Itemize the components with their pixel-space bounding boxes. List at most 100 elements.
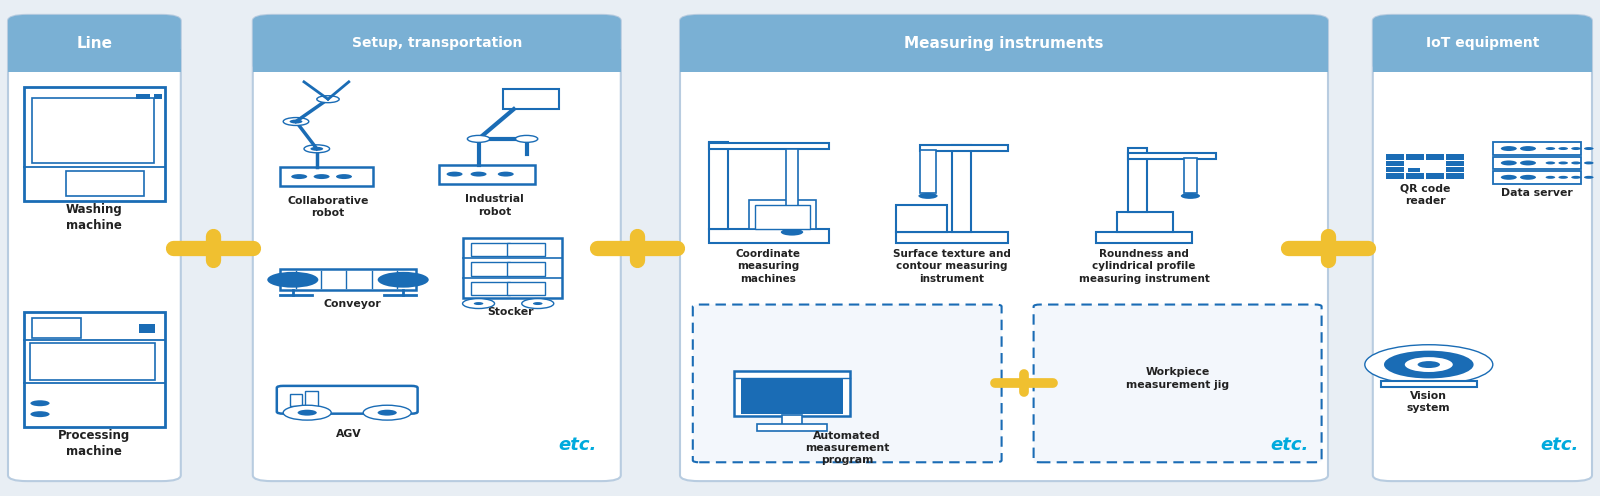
Bar [709,229,829,243]
FancyBboxPatch shape [277,386,418,414]
Bar [1381,381,1477,387]
Circle shape [1558,162,1568,165]
Circle shape [522,299,554,309]
Bar [24,312,165,427]
Text: Collaborative
robot: Collaborative robot [288,196,368,218]
Circle shape [1584,176,1594,179]
Bar [8,49,181,72]
Circle shape [1584,147,1594,150]
Text: IoT equipment: IoT equipment [1426,36,1539,51]
Bar [1386,173,1403,179]
Bar [280,167,373,186]
Circle shape [515,135,538,142]
Text: Industrial
robot: Industrial robot [466,194,523,217]
Circle shape [470,172,486,177]
Circle shape [1501,161,1517,166]
Bar [438,165,534,184]
Bar [1426,154,1443,160]
Bar [1493,142,1581,155]
Bar [66,171,144,196]
Circle shape [1365,345,1493,384]
Bar [741,379,843,414]
Bar [470,282,510,295]
FancyBboxPatch shape [8,15,181,481]
Circle shape [1418,361,1440,368]
Circle shape [317,96,339,103]
Circle shape [467,135,490,142]
Bar [755,205,810,229]
Bar [1493,171,1581,184]
Text: Automated
measurement
program: Automated measurement program [805,431,890,465]
FancyBboxPatch shape [1034,305,1322,462]
Text: Line: Line [77,36,112,51]
Bar [1386,161,1403,166]
Circle shape [298,410,317,416]
Bar [1426,173,1443,179]
Bar [896,205,947,232]
Circle shape [283,405,331,420]
Bar [1386,167,1403,173]
Bar [502,89,558,109]
Bar [1446,167,1464,173]
Bar [920,150,936,193]
Circle shape [446,172,462,177]
Circle shape [1571,162,1581,165]
Bar [1493,157,1581,169]
Bar [1096,232,1192,243]
Bar [786,149,798,229]
Bar [709,142,728,229]
Circle shape [1546,176,1555,179]
Bar [139,324,155,333]
Text: Roundness and
cylindrical profile
measuring instrument: Roundness and cylindrical profile measur… [1078,249,1210,284]
Bar [253,49,621,72]
Circle shape [1501,175,1517,180]
Circle shape [310,147,323,151]
Bar [470,262,510,276]
Bar [749,200,816,229]
Circle shape [1520,161,1536,166]
Text: Coordinate
measuring
machines: Coordinate measuring machines [736,249,800,284]
Text: QR code
reader: QR code reader [1400,184,1451,206]
Bar [1405,168,1421,173]
Text: Surface texture and
contour measuring
instrument: Surface texture and contour measuring in… [893,249,1011,284]
Bar [1386,154,1403,160]
Circle shape [283,118,309,125]
FancyBboxPatch shape [253,15,621,72]
Bar [1446,154,1464,160]
Circle shape [918,193,938,199]
Bar [154,94,162,99]
Circle shape [363,405,411,420]
Text: Conveyor: Conveyor [323,299,381,309]
Bar [1128,153,1216,159]
Circle shape [1584,162,1594,165]
Circle shape [336,174,352,179]
Circle shape [314,174,330,179]
Circle shape [304,145,330,153]
Circle shape [1181,193,1200,199]
FancyBboxPatch shape [1373,15,1592,72]
Circle shape [1546,162,1555,165]
Bar [757,424,827,431]
Text: Stocker: Stocker [488,307,534,316]
Circle shape [1520,146,1536,151]
Circle shape [378,272,429,288]
Circle shape [1405,357,1453,372]
Bar [1184,158,1197,193]
Text: Processing
machine: Processing machine [58,429,131,458]
FancyBboxPatch shape [1373,15,1592,481]
Circle shape [30,400,50,406]
Bar [952,145,971,232]
Circle shape [533,302,542,305]
Bar [30,343,155,380]
Bar [734,371,850,416]
Bar [709,143,829,149]
Circle shape [462,299,494,309]
Circle shape [781,229,803,236]
Text: etc.: etc. [558,436,597,454]
Circle shape [291,174,307,179]
Circle shape [267,272,318,288]
Circle shape [1546,147,1555,150]
Bar [32,98,154,163]
Bar [896,232,1008,243]
Bar [507,282,546,295]
